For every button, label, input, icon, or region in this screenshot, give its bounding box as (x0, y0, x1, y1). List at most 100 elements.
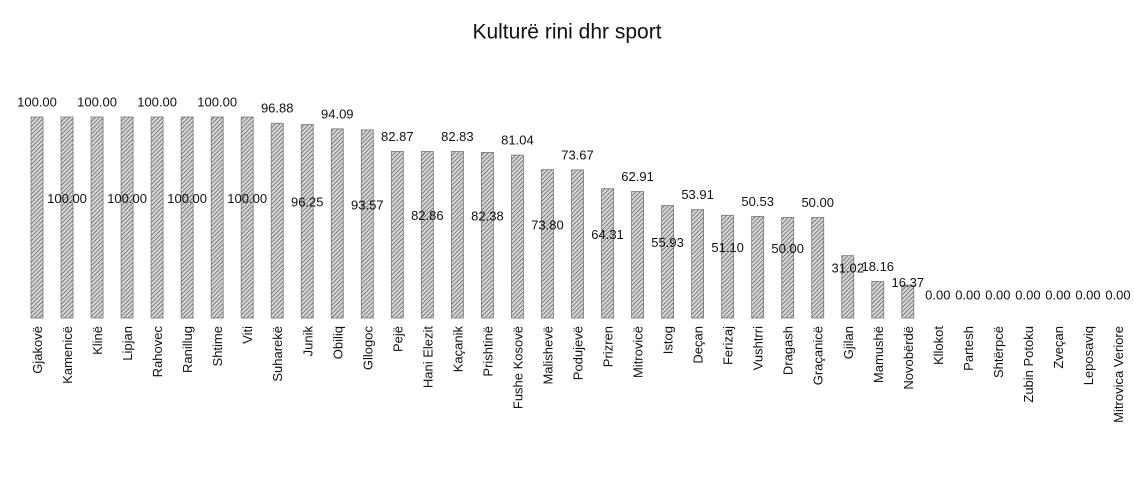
data-label: 53.91 (681, 187, 714, 202)
x-tick-label: Kllokot (931, 326, 946, 365)
bar (270, 122, 284, 319)
x-tick-label: Zubin Potoku (1021, 326, 1036, 403)
bar (420, 151, 434, 319)
x-tick-label: Junik (300, 326, 315, 357)
bar (511, 154, 524, 319)
data-label: 50.00 (801, 195, 834, 210)
data-label: 93.57 (351, 197, 384, 212)
data-label: 31.02 (831, 260, 864, 275)
bar (721, 214, 735, 319)
x-tick-label: Ferizaj (721, 326, 736, 365)
bar (330, 128, 344, 319)
x-tick-label: Kaçanik (450, 326, 465, 373)
x-tick-label: Prizren (601, 326, 616, 367)
bar (30, 116, 44, 319)
x-tick-label: Gjilan (841, 326, 856, 359)
x-tick-label: Klinë (90, 326, 105, 355)
x-tick-label: Fushe Kosovë (510, 326, 525, 409)
x-tick-label: Podujevë (571, 326, 586, 380)
bar (120, 116, 134, 319)
data-label: 73.80 (531, 217, 564, 232)
data-label: 0.00 (1015, 287, 1040, 302)
data-label: 0.00 (925, 287, 950, 302)
bar (841, 255, 855, 319)
x-tick-label: Ranillug (180, 326, 195, 373)
data-label: 100.00 (17, 94, 57, 109)
x-tick-label: Shtërpcë (991, 326, 1006, 378)
x-tick-label: Deçan (691, 326, 706, 364)
data-label: 100.00 (197, 94, 237, 109)
data-label: 100.00 (227, 191, 267, 206)
data-label: 100.00 (47, 191, 87, 206)
bar (60, 116, 74, 319)
x-tick-label: Pejë (390, 326, 405, 352)
bar (781, 217, 795, 319)
data-label: 96.25 (291, 195, 324, 210)
x-tick-label: Istog (661, 326, 676, 354)
x-tick-label: Mitrovica Veriore (1111, 326, 1126, 423)
chart-title: Kulturë rini dhr sport (472, 21, 661, 44)
data-label: 82.87 (381, 129, 414, 144)
bar (691, 209, 705, 319)
data-label: 82.86 (411, 208, 444, 223)
x-tick-label: Gllogoc (360, 326, 375, 371)
data-label: 55.93 (651, 235, 684, 250)
x-tick-label: Malishevë (540, 326, 555, 385)
x-tick-label: Prishtinë (480, 326, 495, 377)
bar (390, 151, 404, 319)
bar (661, 205, 674, 319)
data-label: 0.00 (1105, 287, 1130, 302)
bar (481, 152, 494, 319)
x-tick-label: Hani Elezit (420, 326, 435, 389)
data-label: 100.00 (137, 94, 177, 109)
data-label: 73.67 (561, 147, 594, 162)
bar (150, 116, 164, 319)
bar (631, 191, 644, 319)
bar (180, 116, 194, 319)
bar (300, 124, 314, 319)
x-tick-label: Gjakovë (30, 326, 45, 374)
bar (450, 151, 464, 319)
data-label: 16.37 (892, 275, 925, 290)
data-label: 82.83 (441, 129, 474, 144)
data-label: 100.00 (107, 191, 147, 206)
data-label: 0.00 (1045, 287, 1070, 302)
data-label: 18.16 (862, 259, 895, 274)
bar (811, 217, 825, 319)
x-tick-label: Obiliq (330, 326, 345, 359)
x-tick-label: Zveçan (1051, 326, 1066, 369)
x-tick-label: Mamushë (871, 326, 886, 383)
x-tick-label: Suharekë (270, 326, 285, 382)
x-tick-label: Shtime (210, 326, 225, 366)
data-label: 50.00 (771, 241, 804, 256)
x-tick-label: Vushtrri (751, 326, 766, 370)
data-label: 0.00 (1075, 287, 1100, 302)
x-tick-label: Partesh (961, 326, 976, 371)
bar (871, 281, 885, 319)
x-tick-label: Rahovec (150, 326, 165, 378)
bar (901, 284, 915, 319)
data-label: 81.04 (501, 133, 534, 148)
data-label: 64.31 (591, 227, 624, 242)
x-tick-label: Graçanicë (811, 326, 826, 385)
data-label: 82.38 (471, 209, 504, 224)
data-label: 100.00 (167, 191, 207, 206)
bar (90, 116, 104, 319)
x-tick-label: Kamenicë (60, 326, 75, 384)
data-label: 62.91 (621, 169, 654, 184)
bar (571, 169, 584, 319)
bar (360, 129, 374, 319)
data-label: 0.00 (985, 287, 1010, 302)
data-label: 94.09 (321, 106, 354, 121)
x-tick-label: Viti (240, 326, 255, 344)
x-tick-label: Dragash (781, 326, 796, 375)
bar (240, 116, 254, 319)
bar (541, 169, 554, 319)
data-label: 50.53 (741, 194, 774, 209)
x-tick-label: Novobërdë (901, 326, 916, 390)
data-label: 96.88 (261, 101, 294, 116)
bar (601, 188, 614, 319)
data-label: 0.00 (955, 287, 980, 302)
x-tick-label: Lipjan (120, 326, 135, 361)
